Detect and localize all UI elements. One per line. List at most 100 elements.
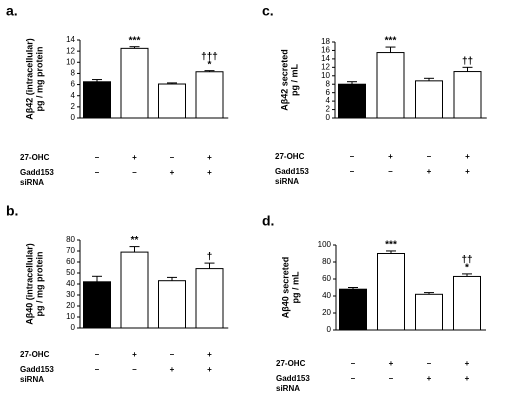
y-axis-label: pg / mg protein (34, 47, 44, 112)
y-tick-label: 2 (71, 102, 76, 111)
treatment-label: siRNA (275, 177, 299, 186)
y-tick-label: 0 (71, 113, 76, 122)
y-tick-label: 8 (71, 69, 76, 78)
bar (339, 288, 367, 331)
treatment-label: siRNA (20, 375, 44, 384)
y-tick-label: 4 (71, 91, 76, 100)
treatment-label: siRNA (276, 384, 300, 393)
treatment-sign: – (132, 168, 137, 177)
treatment-sign: + (132, 350, 137, 359)
treatment-sign: – (389, 374, 394, 383)
y-tick-label: 0 (71, 323, 76, 332)
bar (195, 71, 224, 119)
y-axis-label: pg / mL (290, 271, 300, 303)
y-tick-label: 0 (327, 325, 332, 334)
significance-label: ** (131, 235, 139, 246)
y-tick-label: 12 (321, 62, 330, 71)
y-tick-label: 8 (326, 79, 331, 88)
y-tick-label: 0 (326, 113, 331, 122)
bar (195, 268, 224, 329)
treatment-sign: – (351, 359, 356, 368)
y-axis-label: pg / mL (289, 64, 299, 96)
y-axis-label: Aβ42 secreted (279, 49, 289, 111)
bar (83, 81, 111, 119)
significance-label: *** (385, 36, 397, 47)
treatment-sign: + (132, 153, 137, 162)
treatment-sign: – (170, 350, 175, 359)
treatment-sign: + (465, 374, 470, 383)
panel-label: a. (6, 3, 18, 19)
significance-label: †† (462, 56, 473, 67)
treatment-label: Gadd153 (20, 365, 54, 374)
panel-label: c. (262, 3, 274, 19)
bar (377, 253, 405, 331)
bar (158, 83, 186, 119)
treatment-sign: + (465, 152, 470, 161)
bar (376, 52, 405, 119)
y-tick-label: 2 (326, 105, 331, 114)
treatment-sign: + (207, 365, 212, 374)
significance-label: *** (385, 240, 397, 251)
y-tick-label: 10 (321, 71, 330, 80)
treatment-sign: – (95, 365, 100, 374)
treatment-sign: + (170, 168, 175, 177)
significance-label: *** (129, 35, 141, 46)
y-tick-label: 14 (321, 54, 330, 63)
treatment-sign: – (95, 350, 100, 359)
significance-label: * (465, 263, 469, 274)
bar (415, 80, 443, 119)
treatment-label: siRNA (20, 178, 44, 187)
y-tick-label: 6 (71, 80, 76, 89)
bar (415, 293, 443, 331)
treatment-sign: + (427, 374, 432, 383)
y-tick-label: 40 (322, 291, 331, 300)
significance-label: ††† (201, 51, 218, 62)
bar (120, 251, 149, 329)
treatment-sign: – (95, 168, 100, 177)
treatment-sign: + (207, 168, 212, 177)
panel-label: d. (262, 213, 274, 229)
treatment-sign: – (95, 153, 100, 162)
treatment-sign: + (388, 152, 393, 161)
significance-label: †† (461, 255, 472, 266)
significance-label: * (208, 59, 212, 70)
treatment-sign: + (207, 153, 212, 162)
y-tick-label: 50 (66, 268, 75, 277)
y-axis-label: Aβ40 (intracellular) (24, 243, 34, 325)
treatment-sign: – (388, 167, 393, 176)
treatment-label: 27-OHC (276, 359, 306, 368)
bar (158, 280, 186, 329)
y-tick-label: 60 (322, 274, 331, 283)
treatment-sign: + (389, 359, 394, 368)
treatment-label: Gadd153 (276, 374, 310, 383)
y-tick-label: 20 (66, 301, 75, 310)
treatment-sign: + (170, 365, 175, 374)
treatment-sign: – (132, 365, 137, 374)
y-tick-label: 4 (326, 96, 331, 105)
y-tick-label: 80 (322, 257, 331, 266)
y-tick-label: 70 (66, 246, 75, 255)
treatment-sign: – (350, 152, 355, 161)
bar (120, 47, 149, 119)
bar (453, 275, 481, 331)
y-tick-label: 14 (66, 35, 75, 44)
treatment-sign: + (465, 359, 470, 368)
y-tick-label: 10 (66, 57, 75, 66)
treatment-label: Gadd153 (20, 168, 54, 177)
y-tick-label: 10 (66, 312, 75, 321)
treatment-label: 27-OHC (275, 152, 305, 161)
y-tick-label: 16 (321, 46, 330, 55)
treatment-sign: + (427, 167, 432, 176)
treatment-sign: – (170, 153, 175, 162)
treatment-label: 27-OHC (20, 350, 50, 359)
bar (453, 71, 482, 119)
treatment-sign: – (351, 374, 356, 383)
significance-label: † (207, 252, 213, 263)
y-tick-label: 80 (66, 235, 75, 244)
treatment-sign: + (207, 350, 212, 359)
y-tick-label: 6 (326, 88, 331, 97)
bar (83, 281, 111, 329)
y-axis-label: pg / mg protein (34, 252, 44, 317)
y-axis-label: Aβ42 (intracellular) (24, 38, 34, 120)
